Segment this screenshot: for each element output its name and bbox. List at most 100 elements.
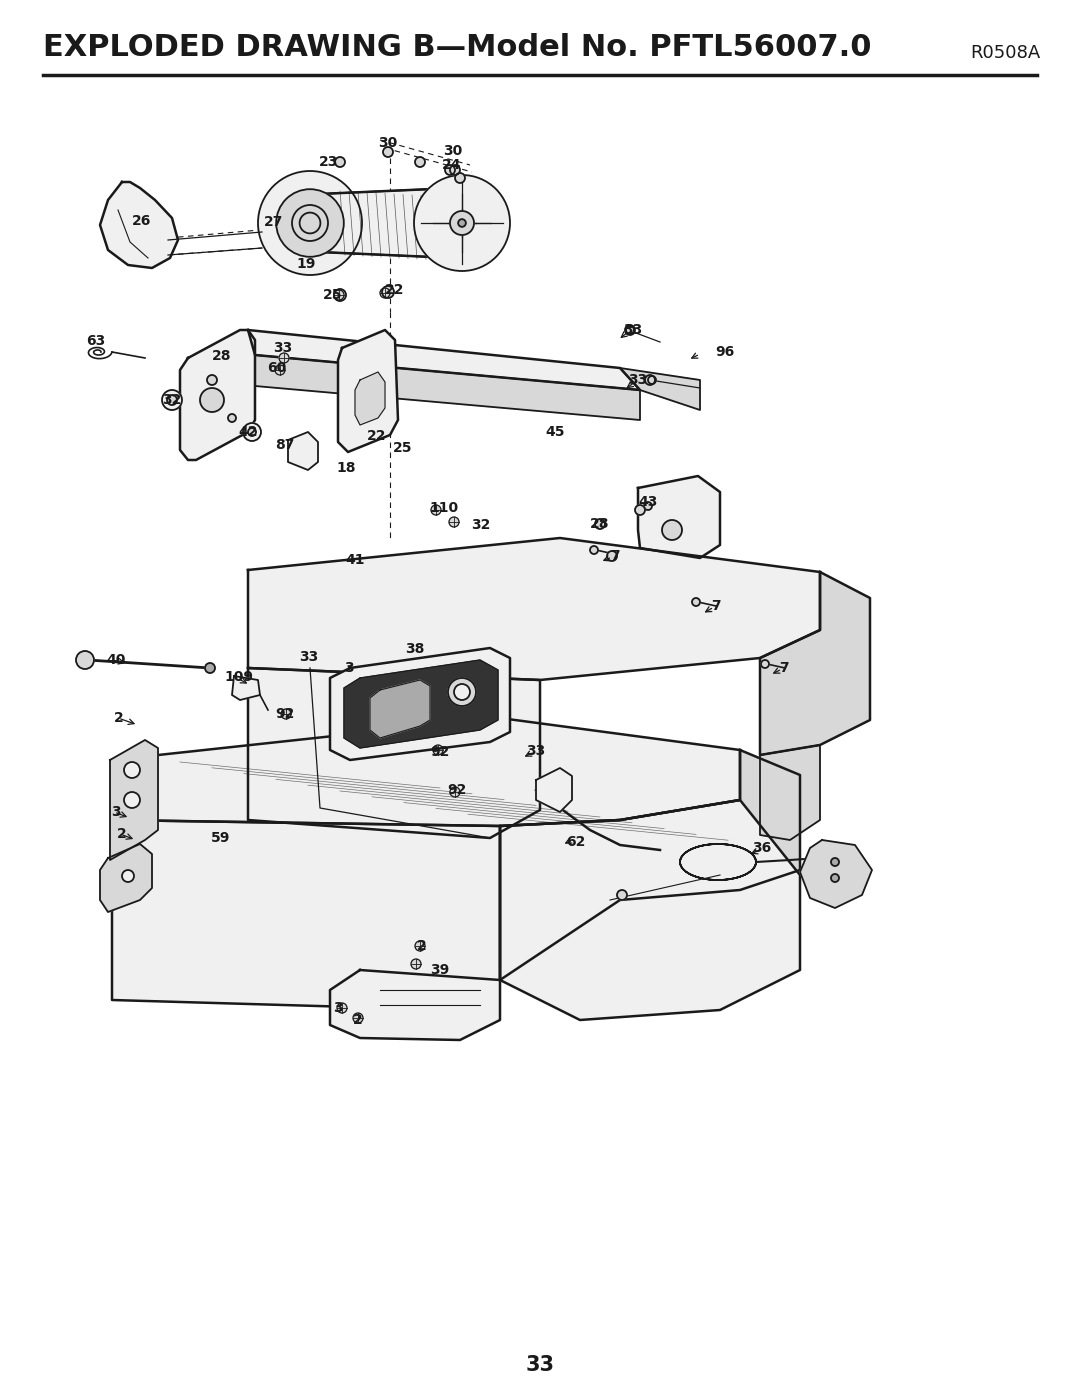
Text: 32: 32	[471, 518, 490, 532]
Text: 28: 28	[213, 349, 232, 363]
Text: 41: 41	[346, 553, 365, 567]
Polygon shape	[760, 571, 870, 754]
Polygon shape	[288, 432, 318, 469]
Circle shape	[607, 550, 617, 562]
Text: 27: 27	[265, 215, 284, 229]
Text: 60: 60	[268, 360, 286, 374]
Text: 92: 92	[275, 707, 295, 721]
Text: 25: 25	[393, 441, 413, 455]
Circle shape	[450, 787, 460, 798]
Circle shape	[205, 664, 215, 673]
Circle shape	[380, 288, 390, 298]
Text: 92: 92	[430, 745, 449, 759]
Text: 7: 7	[779, 661, 788, 675]
Circle shape	[167, 395, 177, 405]
Text: 32: 32	[162, 393, 181, 407]
Text: 110: 110	[430, 502, 459, 515]
Circle shape	[162, 390, 183, 409]
Circle shape	[831, 875, 839, 882]
Circle shape	[337, 1003, 347, 1013]
Circle shape	[334, 289, 346, 300]
Polygon shape	[345, 659, 498, 747]
Circle shape	[445, 165, 455, 175]
Circle shape	[635, 504, 645, 515]
Circle shape	[590, 546, 598, 555]
Circle shape	[662, 520, 681, 541]
Circle shape	[433, 745, 443, 754]
Text: 63: 63	[86, 334, 106, 348]
Text: 19: 19	[296, 257, 315, 271]
Text: 3: 3	[345, 661, 354, 675]
Text: 24: 24	[442, 158, 462, 172]
Text: 33: 33	[623, 323, 643, 337]
Circle shape	[595, 520, 605, 529]
Polygon shape	[500, 800, 800, 1020]
Circle shape	[625, 326, 635, 335]
Text: 18: 18	[336, 461, 355, 475]
Text: 30: 30	[378, 136, 397, 149]
Text: 96: 96	[715, 345, 734, 359]
Polygon shape	[800, 840, 872, 908]
Polygon shape	[248, 668, 540, 838]
Polygon shape	[112, 820, 500, 1010]
Circle shape	[626, 326, 634, 334]
Circle shape	[299, 212, 321, 233]
Circle shape	[200, 388, 224, 412]
Text: 109: 109	[225, 671, 254, 685]
Circle shape	[279, 353, 289, 363]
Text: 39: 39	[430, 963, 449, 977]
Circle shape	[124, 792, 140, 807]
Circle shape	[415, 942, 426, 951]
Polygon shape	[232, 676, 260, 700]
Text: 28: 28	[591, 517, 610, 531]
Circle shape	[692, 598, 700, 606]
Circle shape	[645, 374, 654, 386]
Text: 2: 2	[353, 1013, 363, 1027]
Circle shape	[228, 414, 237, 422]
Circle shape	[76, 651, 94, 669]
Circle shape	[448, 678, 476, 705]
Text: 33: 33	[526, 745, 545, 759]
Text: 33: 33	[629, 373, 648, 387]
Polygon shape	[255, 355, 640, 420]
Text: 62: 62	[566, 835, 585, 849]
Circle shape	[450, 211, 474, 235]
Text: 22: 22	[386, 284, 405, 298]
Circle shape	[455, 173, 465, 183]
Circle shape	[335, 156, 345, 168]
Circle shape	[450, 165, 460, 175]
Text: 26: 26	[133, 214, 151, 228]
Text: 3: 3	[334, 1002, 342, 1016]
Text: 45: 45	[545, 425, 565, 439]
Circle shape	[276, 189, 343, 257]
Circle shape	[454, 685, 470, 700]
Polygon shape	[180, 330, 255, 460]
Text: 25: 25	[323, 288, 342, 302]
Polygon shape	[248, 538, 820, 680]
Text: 40: 40	[106, 652, 125, 666]
Text: R0508A: R0508A	[970, 43, 1040, 61]
Polygon shape	[370, 680, 430, 738]
Polygon shape	[760, 745, 820, 840]
Polygon shape	[100, 844, 152, 912]
Polygon shape	[330, 970, 500, 1039]
Circle shape	[415, 156, 426, 168]
Polygon shape	[248, 330, 640, 390]
Text: 42: 42	[239, 425, 258, 439]
Text: 30: 30	[444, 144, 462, 158]
Text: 33: 33	[299, 650, 319, 664]
Circle shape	[414, 175, 510, 271]
Polygon shape	[310, 189, 455, 258]
Text: 87: 87	[275, 439, 295, 453]
Circle shape	[761, 659, 769, 668]
Text: 33: 33	[273, 341, 293, 355]
Circle shape	[275, 365, 285, 374]
Text: 3: 3	[111, 805, 121, 819]
Circle shape	[382, 286, 394, 298]
Text: 2: 2	[114, 711, 124, 725]
Circle shape	[292, 205, 328, 242]
Text: EXPLODED DRAWING B—Model No. PFTL56007.0: EXPLODED DRAWING B—Model No. PFTL56007.0	[43, 34, 872, 61]
Circle shape	[431, 504, 441, 515]
Polygon shape	[100, 182, 178, 268]
Circle shape	[353, 1013, 363, 1023]
